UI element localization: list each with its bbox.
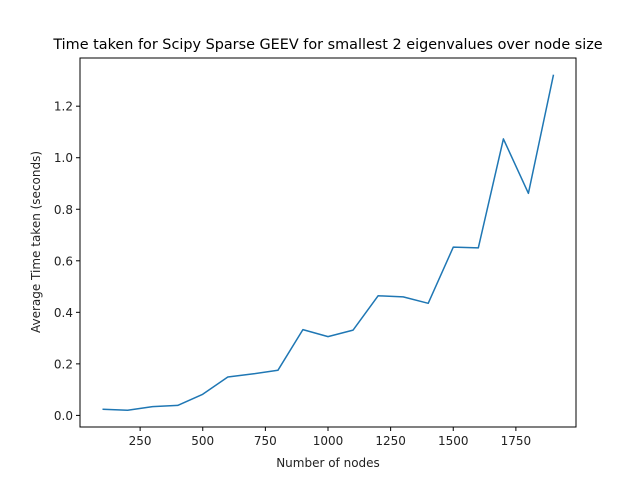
x-tick-label: 1750 [501,434,532,448]
x-axis-label: Number of nodes [276,456,380,470]
x-tick-label: 1500 [438,434,469,448]
x-tick-label: 1250 [375,434,406,448]
plot-area [102,74,555,412]
y-tick-label: 1.2 [54,100,73,114]
y-axis: 0.0 0.2 0.4 0.6 0.8 1.0 1.2 [54,100,80,423]
chart-title: Time taken for Scipy Sparse GEEV for sma… [52,37,602,53]
x-tick-label: 1000 [313,434,344,448]
x-axis: 250 500 750 1000 1250 1500 1750 [129,427,531,448]
x-tick-label: 250 [129,434,152,448]
y-tick-label: 1.0 [54,151,73,165]
x-tick-label: 750 [254,434,277,448]
y-tick-label: 0.6 [54,254,73,268]
y-tick-label: 0.8 [54,203,73,217]
y-tick-label: 0.0 [54,409,73,423]
y-tick-label: 0.2 [54,357,73,371]
data-series-line [102,74,555,412]
x-tick-label: 500 [191,434,214,448]
y-axis-label: Average Time taken (seconds) [29,151,43,333]
y-tick-label: 0.4 [54,306,73,320]
